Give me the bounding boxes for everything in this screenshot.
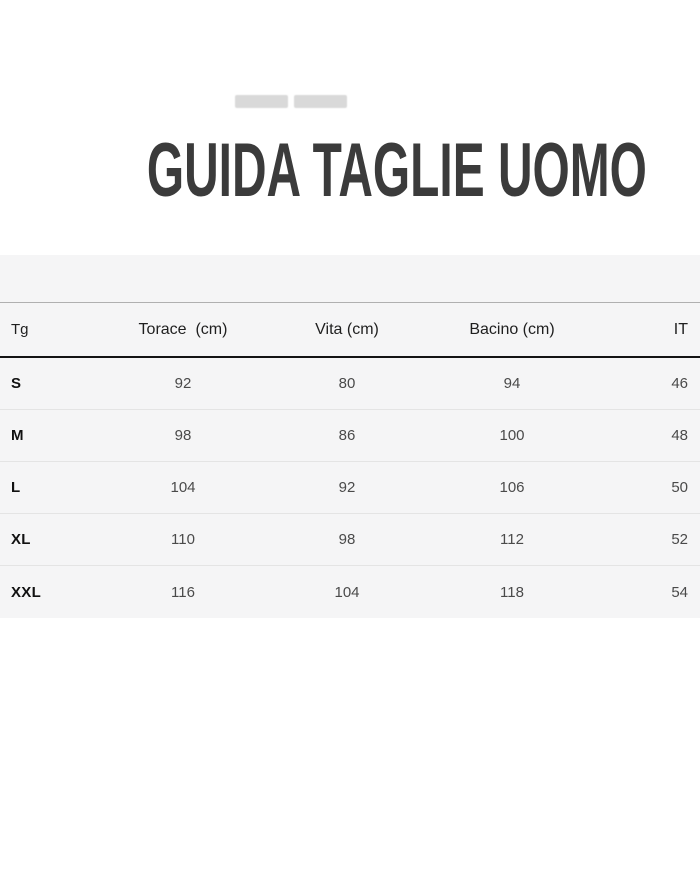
cell-it: 50 bbox=[671, 479, 688, 496]
cell-vita: 80 bbox=[338, 375, 356, 392]
cell-size: XXL bbox=[11, 583, 42, 601]
table-row-m: M 98 86 100 48 bbox=[0, 410, 700, 462]
cell-torace: 110 bbox=[171, 531, 195, 548]
cell-vita: 86 bbox=[338, 427, 356, 444]
cell-vita: 92 bbox=[338, 479, 356, 496]
fragment-block bbox=[235, 95, 288, 108]
cell-torace: 116 bbox=[171, 583, 195, 601]
cell-bacino: 94 bbox=[503, 375, 521, 392]
table-row-l: L 104 92 106 50 bbox=[0, 462, 700, 514]
cropped-text-fragment bbox=[235, 95, 347, 108]
cell-it: 48 bbox=[671, 427, 688, 444]
cell-bacino: 106 bbox=[499, 479, 525, 496]
size-table: Tg Torace (cm) Vita (cm) Bacino (cm) IT … bbox=[0, 255, 700, 618]
page-title: GUIDA TAGLIE UOMO bbox=[0, 133, 700, 209]
page-title-text: GUIDA TAGLIE UOMO bbox=[146, 128, 647, 213]
cell-bacino: 118 bbox=[500, 583, 524, 601]
table-row-s: S 92 80 94 46 bbox=[0, 358, 700, 410]
cell-vita: 98 bbox=[338, 531, 356, 548]
cell-it: 46 bbox=[671, 375, 688, 392]
cell-bacino: 100 bbox=[499, 427, 525, 444]
cell-size: L bbox=[11, 479, 21, 496]
header-vita: Vita (cm) bbox=[315, 320, 379, 338]
cell-torace: 104 bbox=[170, 479, 196, 496]
cell-size: M bbox=[11, 427, 24, 444]
header-it: IT bbox=[673, 320, 688, 338]
cell-bacino: 112 bbox=[500, 531, 524, 548]
table-row-xxl: XXL 116 104 118 54 bbox=[0, 566, 700, 618]
cell-size: S bbox=[11, 375, 22, 392]
header-torace: Torace (cm) bbox=[138, 320, 228, 338]
header-bacino: Bacino (cm) bbox=[469, 320, 555, 338]
cell-torace: 98 bbox=[174, 427, 192, 444]
cell-it: 52 bbox=[671, 531, 688, 548]
cell-it: 54 bbox=[671, 583, 688, 601]
cell-torace: 92 bbox=[174, 375, 192, 392]
size-table-header-row: Tg Torace (cm) Vita (cm) Bacino (cm) IT bbox=[0, 302, 700, 358]
cell-vita: 104 bbox=[334, 583, 360, 601]
table-row-xl: XL 110 98 112 52 bbox=[0, 514, 700, 566]
header-tg: Tg bbox=[11, 321, 29, 338]
fragment-block bbox=[294, 95, 347, 108]
cell-size: XL bbox=[11, 531, 31, 548]
